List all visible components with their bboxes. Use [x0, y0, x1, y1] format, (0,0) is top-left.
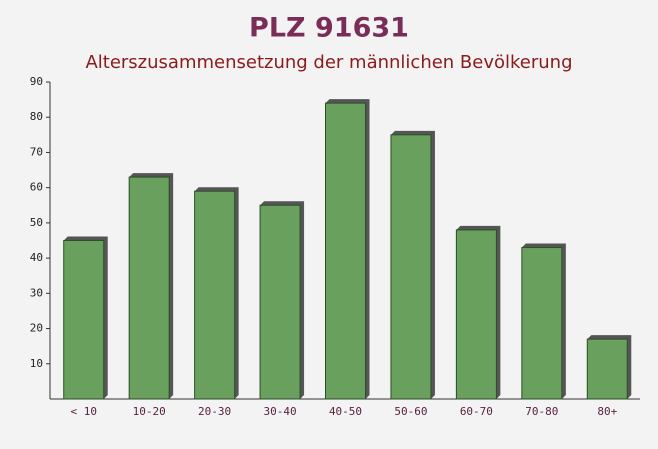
x-tick-label: 40-50 [329, 405, 362, 418]
y-tick-label: 90 [30, 75, 43, 88]
y-tick-label: 60 [30, 181, 43, 194]
x-tick-label: 20-30 [198, 405, 231, 418]
x-tick-label: 70-80 [525, 405, 558, 418]
bar [455, 229, 497, 400]
bar [586, 338, 628, 400]
y-tick-label: 70 [30, 145, 43, 158]
y-tick-label: 80 [30, 110, 43, 123]
x-tick-label: 30-40 [263, 405, 296, 418]
chart-subtitle: Alterszusammensetzung der männlichen Bev… [85, 52, 572, 73]
x-tick-label: 10-20 [133, 405, 166, 418]
bar [63, 240, 105, 400]
bar [521, 247, 563, 400]
x-tick-label: 60-70 [460, 405, 493, 418]
bar [259, 204, 301, 400]
x-tick-label: 50-60 [394, 405, 427, 418]
bar [325, 102, 366, 400]
bar [390, 134, 432, 400]
x-tick-label: 80+ [597, 405, 617, 418]
y-tick-label: 40 [30, 251, 43, 264]
bar [128, 176, 170, 400]
y-tick-label: 50 [30, 216, 43, 229]
chart-title: PLZ 91631 [249, 13, 409, 44]
y-tick-label: 30 [30, 286, 43, 299]
x-tick-label: < 10 [70, 405, 97, 418]
bar [194, 190, 236, 400]
y-tick-label: 20 [30, 322, 43, 335]
y-tick-label: 10 [30, 357, 43, 370]
